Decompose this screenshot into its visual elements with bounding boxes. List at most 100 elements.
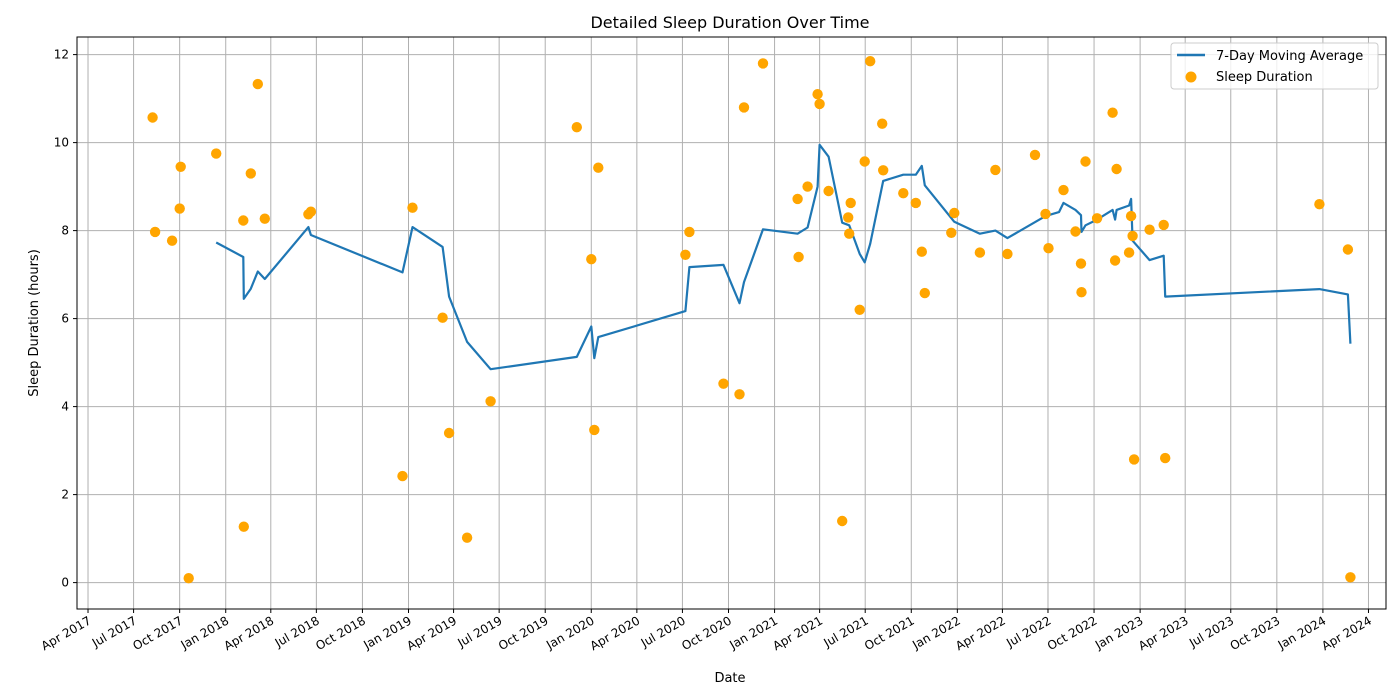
x-tick-label: Jul 2018 — [272, 613, 322, 650]
x-tick-label: Jul 2020 — [638, 613, 688, 650]
sleep-point — [1125, 210, 1137, 222]
sleep-point — [149, 226, 161, 238]
sleep-point — [1160, 452, 1171, 464]
sleep-point — [1091, 213, 1103, 224]
sleep-point — [916, 246, 927, 257]
sleep-point — [814, 98, 825, 110]
sleep-point — [1043, 243, 1054, 254]
sleep-point — [397, 470, 408, 482]
sleep-point — [1058, 184, 1069, 196]
x-tick-label: Jul 2019 — [454, 613, 504, 650]
sleep-point — [802, 181, 813, 192]
sleep-point — [793, 251, 804, 263]
sleep-point — [1128, 454, 1140, 465]
y-axis-label: Sleep Duration (hours) — [27, 249, 42, 397]
x-tick-label: Jul 2023 — [1186, 613, 1236, 650]
sleep-point — [407, 202, 418, 213]
sleep-point — [305, 206, 317, 217]
x-tick-label: Apr 2017 — [39, 613, 94, 653]
x-tick-label: Jan 2021 — [726, 613, 780, 652]
sleep-point — [792, 193, 803, 205]
sleep-point — [1127, 230, 1138, 242]
sleep-point — [898, 188, 909, 199]
sleep-point — [837, 515, 848, 527]
x-tick-label: Apr 2019 — [404, 613, 459, 653]
sleep-point — [878, 165, 889, 176]
sleep-point — [1107, 107, 1118, 118]
y-tick-label: 12 — [54, 48, 69, 62]
sleep-point — [166, 235, 178, 246]
y-tick-label: 0 — [61, 576, 69, 590]
moving-average-line — [215, 143, 1352, 371]
x-tick-label: Jan 2019 — [360, 613, 414, 652]
x-tick-label: Oct 2019 — [496, 613, 551, 653]
sleep-point — [843, 212, 854, 223]
x-tick-label: Jan 2018 — [178, 613, 232, 652]
sleep-point — [252, 78, 263, 90]
x-tick-label: Apr 2020 — [588, 613, 643, 653]
sleep-point — [1111, 163, 1122, 175]
plot-frame — [76, 36, 1387, 610]
sleep-point — [865, 56, 876, 67]
x-tick-label: Jan 2022 — [909, 613, 963, 652]
sleep-point — [1342, 244, 1354, 255]
sleep-point — [1002, 248, 1013, 260]
sleep-point — [1158, 219, 1169, 231]
sleep-point — [245, 168, 256, 179]
sleep-point — [684, 226, 695, 238]
sleep-point — [1076, 287, 1087, 298]
sleep-point — [1029, 149, 1041, 161]
y-axis: 0 2 4 6 8 10 12 — [54, 48, 77, 590]
sleep-point — [238, 521, 249, 532]
legend-scatter-swatch — [1185, 71, 1197, 83]
x-tick-label: Jul 2017 — [89, 613, 139, 650]
sleep-point — [593, 162, 604, 173]
x-axis-label: Date — [714, 671, 745, 686]
y-tick-label: 6 — [61, 312, 69, 326]
sleep-point — [974, 247, 986, 258]
sleep-point — [443, 427, 455, 439]
sleep-point — [919, 287, 930, 299]
sleep-point — [812, 89, 823, 100]
x-tick-label: Jul 2022 — [1003, 613, 1053, 650]
sleep-point — [680, 249, 691, 260]
sleep-point — [175, 161, 186, 172]
sleep-point — [211, 148, 222, 159]
legend-scatter-label: Sleep Duration — [1216, 70, 1313, 85]
sleep-point — [437, 312, 448, 323]
sleep-point — [571, 122, 582, 133]
sleep-point — [845, 197, 856, 209]
sleep-point — [485, 396, 496, 407]
sleep-point — [854, 304, 865, 315]
x-tick-label: Apr 2022 — [953, 613, 1008, 653]
sleep-point — [910, 197, 921, 209]
sleep-point — [738, 102, 750, 113]
sleep-point — [718, 378, 729, 389]
sleep-point — [174, 203, 185, 214]
legend-line-label: 7-Day Moving Average — [1216, 49, 1363, 64]
grid — [77, 37, 1386, 609]
x-tick-label: Apr 2024 — [1319, 613, 1374, 653]
sleep-point — [949, 207, 960, 219]
y-tick-label: 8 — [61, 224, 69, 238]
sleep-point — [259, 213, 270, 224]
x-tick-label: Apr 2021 — [770, 613, 825, 653]
sleep-point — [238, 215, 249, 226]
sleep-point — [1345, 572, 1356, 583]
moving-average-series — [215, 143, 1352, 371]
sleep-point — [586, 254, 597, 265]
sleep-point — [1314, 199, 1325, 210]
sleep-point — [1123, 247, 1135, 258]
legend: 7-Day Moving Average Sleep Duration — [1170, 42, 1379, 90]
chart-title: Detailed Sleep Duration Over Time — [590, 13, 869, 32]
y-tick-label: 2 — [61, 488, 69, 502]
x-tick-label: Oct 2018 — [313, 613, 368, 653]
x-tick-label: Apr 2023 — [1136, 613, 1191, 653]
sleep-point — [1144, 224, 1155, 235]
sleep-point — [589, 424, 600, 436]
x-tick-label: Apr 2018 — [222, 613, 277, 653]
sleep-point — [183, 573, 194, 584]
sleep-point — [877, 118, 888, 129]
